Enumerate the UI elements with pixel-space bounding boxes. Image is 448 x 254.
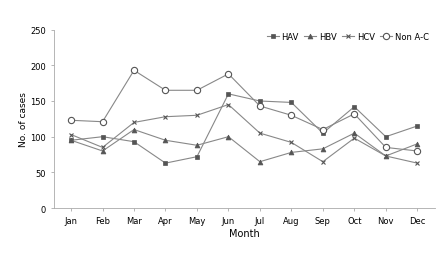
Non A-C <box>226 73 231 76</box>
Legend: HAV, HBV, HCV, Non A-C: HAV, HBV, HCV, Non A-C <box>265 31 431 43</box>
Non A-C <box>320 129 326 132</box>
HBV <box>100 150 105 153</box>
Y-axis label: No. of cases: No. of cases <box>19 92 28 147</box>
Line: HBV: HBV <box>69 128 420 165</box>
HBV <box>131 129 137 132</box>
Non A-C <box>289 114 294 117</box>
Non A-C <box>352 113 357 116</box>
HCV <box>69 134 74 137</box>
HBV <box>414 143 420 146</box>
HBV <box>383 155 388 158</box>
HBV <box>226 136 231 139</box>
HCV <box>226 104 231 107</box>
HAV <box>289 102 294 105</box>
HAV <box>352 106 357 109</box>
HAV <box>69 139 74 142</box>
Line: Non A-C: Non A-C <box>68 68 420 154</box>
HAV <box>100 136 105 139</box>
HAV <box>226 93 231 96</box>
HBV <box>257 161 263 164</box>
Non A-C <box>257 105 263 108</box>
HCV <box>383 155 388 158</box>
HAV <box>194 155 200 158</box>
HCV <box>131 121 137 124</box>
HCV <box>194 114 200 117</box>
HCV <box>163 116 168 119</box>
HAV <box>320 132 326 135</box>
HBV <box>163 139 168 142</box>
HAV <box>383 136 388 139</box>
HCV <box>414 162 420 165</box>
HCV <box>320 161 326 164</box>
HAV <box>257 100 263 103</box>
HBV <box>320 148 326 151</box>
HBV <box>289 151 294 154</box>
HCV <box>289 141 294 144</box>
HBV <box>194 144 200 147</box>
HBV <box>69 139 74 142</box>
HCV <box>352 137 357 140</box>
HBV <box>352 132 357 135</box>
X-axis label: Month: Month <box>229 228 259 237</box>
HAV <box>163 162 168 165</box>
Non A-C <box>194 89 200 92</box>
HCV <box>100 146 105 149</box>
HAV <box>131 141 137 144</box>
Non A-C <box>383 146 388 149</box>
Line: HCV: HCV <box>69 103 420 166</box>
HCV <box>257 132 263 135</box>
Non A-C <box>414 150 420 153</box>
Line: HAV: HAV <box>69 92 420 166</box>
Non A-C <box>131 70 137 73</box>
Non A-C <box>163 89 168 92</box>
Non A-C <box>69 119 74 122</box>
Non A-C <box>100 121 105 124</box>
HAV <box>414 125 420 128</box>
